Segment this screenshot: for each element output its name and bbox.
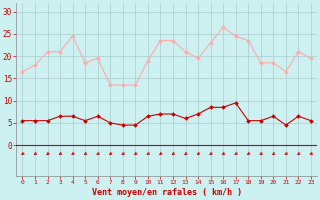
X-axis label: Vent moyen/en rafales ( km/h ): Vent moyen/en rafales ( km/h ) [92, 188, 242, 197]
